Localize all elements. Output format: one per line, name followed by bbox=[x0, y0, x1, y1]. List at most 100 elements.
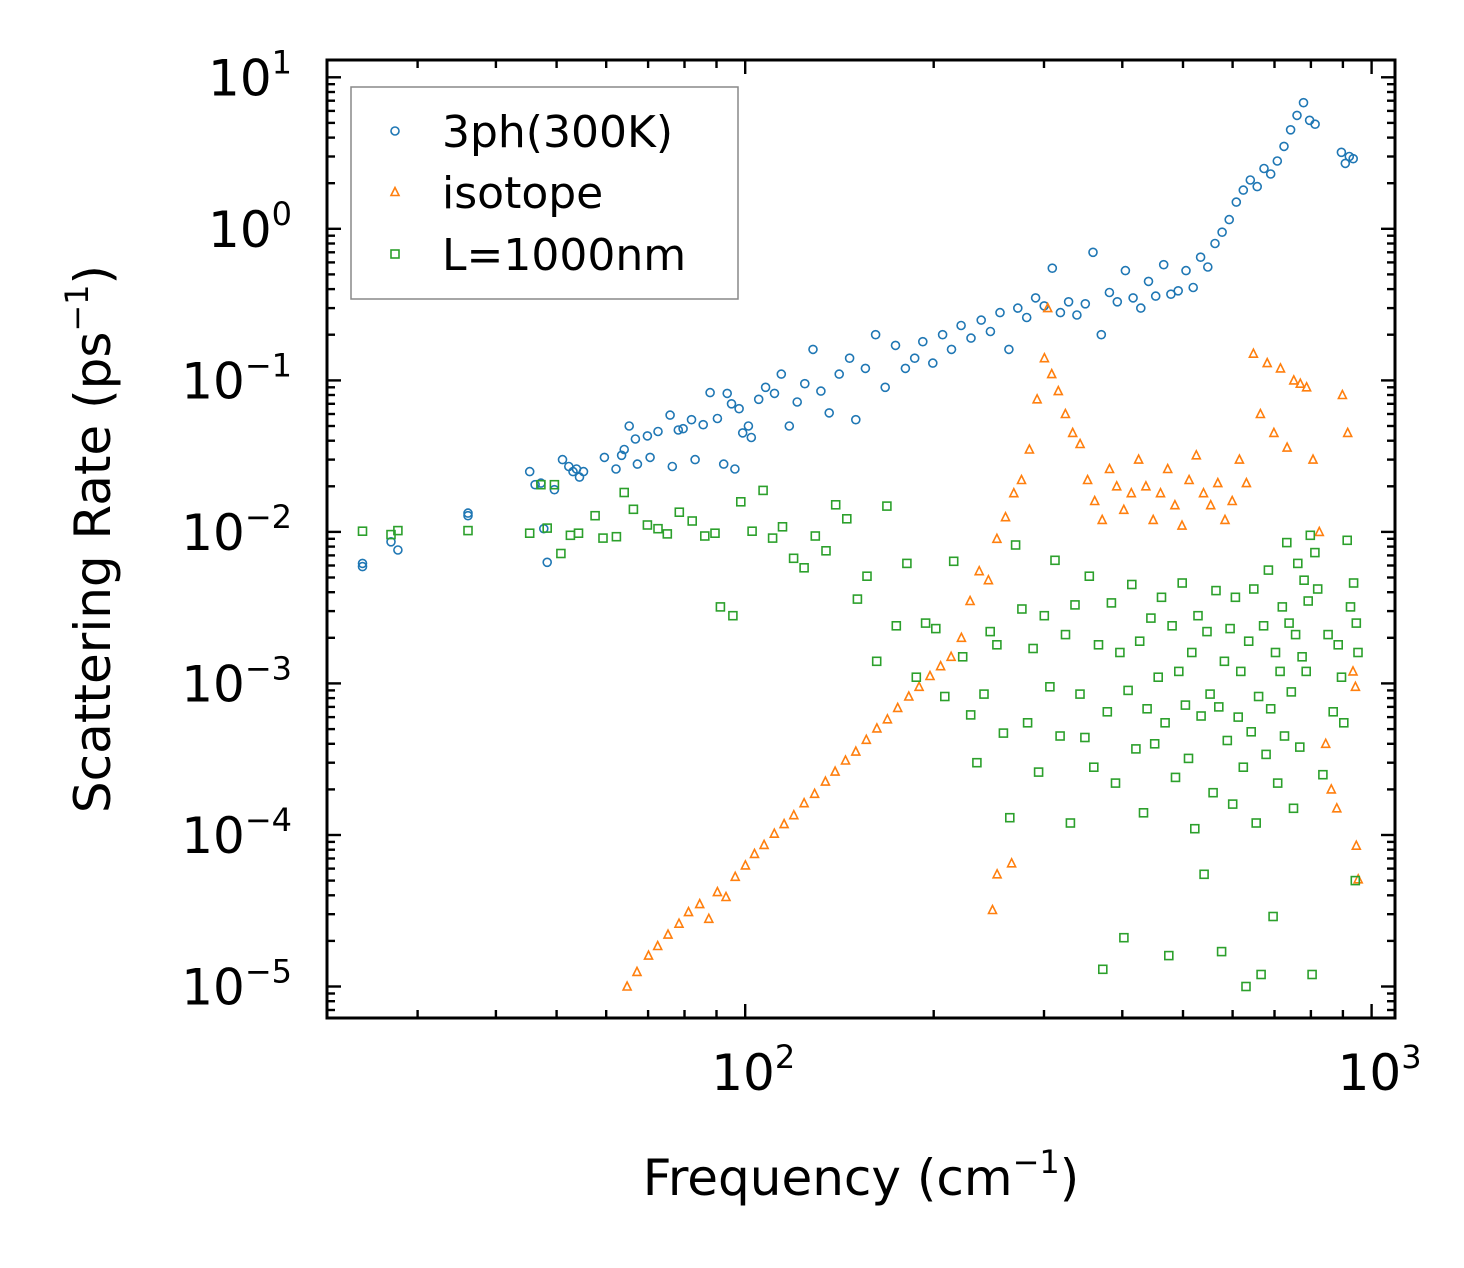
point-boundary-101 bbox=[1202, 626, 1212, 637]
point-boundary-149 bbox=[1328, 706, 1338, 717]
point-isotope-14 bbox=[758, 838, 770, 850]
point-boundary-35 bbox=[841, 513, 852, 524]
point-boundary-33 bbox=[821, 545, 831, 556]
point-isotope-46 bbox=[1053, 384, 1064, 396]
point-boundary-50 bbox=[979, 689, 989, 699]
point-boundary-131 bbox=[1279, 731, 1290, 741]
point-isotope-74 bbox=[1255, 407, 1266, 419]
point-boundary-158 bbox=[1353, 647, 1363, 658]
point-3ph-57 bbox=[850, 414, 861, 425]
point-3ph-18 bbox=[599, 452, 610, 463]
point-3ph-46 bbox=[760, 382, 771, 393]
y-tick-label-1: 100 bbox=[208, 195, 292, 259]
point-3ph-36 bbox=[712, 413, 723, 424]
point-boundary-30 bbox=[788, 553, 799, 564]
point-isotope-22 bbox=[840, 754, 851, 765]
point-boundary-67 bbox=[1075, 689, 1085, 699]
point-3ph-114 bbox=[1310, 119, 1320, 129]
legend-label-boundary: L=1000nm bbox=[442, 230, 686, 281]
point-boundary-105 bbox=[1214, 702, 1224, 712]
point-isotope-30 bbox=[924, 669, 936, 681]
point-boundary-99 bbox=[1196, 711, 1206, 721]
point-isotope-64 bbox=[1183, 473, 1195, 485]
y-axis-label-tail: ) bbox=[64, 265, 122, 285]
point-3ph-21 bbox=[619, 444, 630, 455]
point-isotope-73 bbox=[1248, 347, 1259, 359]
point-3ph-48 bbox=[776, 369, 787, 379]
point-boundary-144 bbox=[1307, 969, 1317, 980]
point-3ph-111 bbox=[1292, 110, 1302, 121]
y-tick-label-10-exponent: 1 bbox=[272, 43, 292, 81]
point-3ph-79 bbox=[1055, 307, 1066, 318]
point-isotope-88 bbox=[1342, 426, 1353, 438]
point-isotope-23 bbox=[850, 745, 862, 756]
y-tick-label-0.1-base: 10 bbox=[181, 352, 245, 410]
point-boundary-142 bbox=[1303, 596, 1313, 606]
point-boundary-140 bbox=[1299, 575, 1309, 586]
point-boundary-57 bbox=[1022, 717, 1033, 728]
point-isotope-55 bbox=[1118, 503, 1130, 515]
point-boundary-95 bbox=[1183, 753, 1194, 764]
x-axis-label-exponent: −1 bbox=[1013, 1143, 1060, 1181]
x-tick-label-100-base: 10 bbox=[711, 1044, 775, 1102]
point-isotope-11 bbox=[729, 870, 741, 882]
point-isotope-7 bbox=[694, 897, 705, 909]
point-isotope-8 bbox=[703, 912, 715, 924]
point-boundary-28 bbox=[767, 533, 778, 543]
point-isotope-5 bbox=[673, 917, 685, 929]
point-boundary-70 bbox=[1089, 762, 1099, 773]
point-3ph-86 bbox=[1112, 296, 1123, 307]
y-tick-label-0.0001-base: 10 bbox=[181, 807, 245, 865]
point-3ph-71 bbox=[985, 326, 996, 337]
y-tick-label-0.1: 10−1 bbox=[181, 346, 292, 410]
point-3ph-108 bbox=[1272, 156, 1283, 166]
point-3ph-23 bbox=[630, 434, 641, 444]
point-3ph-37 bbox=[718, 459, 729, 469]
point-boundary-90 bbox=[1167, 620, 1177, 631]
point-3ph-33 bbox=[690, 454, 700, 465]
point-boundary-82 bbox=[1138, 807, 1149, 818]
point-3ph-97 bbox=[1195, 252, 1206, 263]
point-3ph-84 bbox=[1096, 329, 1107, 340]
y-tick-label-0.0001-exponent: −4 bbox=[245, 801, 292, 839]
y-tick-label-0.01: 10−2 bbox=[181, 498, 292, 562]
point-boundary-143 bbox=[1305, 530, 1316, 541]
point-isotope-38 bbox=[1000, 510, 1011, 522]
point-boundary-91 bbox=[1170, 772, 1181, 783]
point-3ph-64 bbox=[917, 336, 928, 347]
point-boundary-25 bbox=[735, 496, 746, 507]
point-3ph-83 bbox=[1088, 247, 1098, 258]
point-isotope-13 bbox=[749, 847, 760, 859]
point-3ph-94 bbox=[1173, 285, 1183, 296]
point-boundary-133 bbox=[1284, 618, 1294, 628]
point-boundary-118 bbox=[1249, 584, 1259, 594]
point-3ph-45 bbox=[753, 394, 764, 405]
point-isotope-95 bbox=[1006, 857, 1017, 868]
point-boundary-121 bbox=[1256, 969, 1266, 980]
point-isotope-66 bbox=[1198, 486, 1209, 498]
point-boundary-37 bbox=[862, 571, 872, 582]
point-3ph-101 bbox=[1224, 214, 1234, 225]
point-isotope-83 bbox=[1314, 525, 1325, 537]
point-boundary-154 bbox=[1345, 602, 1356, 612]
point-3ph-58 bbox=[860, 363, 871, 374]
point-isotope-82 bbox=[1307, 453, 1319, 464]
point-boundary-65 bbox=[1065, 818, 1076, 828]
point-3ph-63 bbox=[909, 353, 920, 364]
legend: 3ph(300K) isotope L=1000nm bbox=[350, 86, 739, 300]
point-3ph-76 bbox=[1030, 293, 1041, 303]
point-isotope-68 bbox=[1212, 476, 1224, 488]
point-isotope-62 bbox=[1169, 498, 1181, 510]
point-boundary-31 bbox=[799, 562, 809, 573]
point-3ph-118 bbox=[1348, 153, 1358, 164]
point-3ph-110 bbox=[1285, 125, 1296, 135]
legend-marker-3ph bbox=[390, 126, 400, 136]
point-boundary-24 bbox=[728, 610, 738, 621]
point-boundary-127 bbox=[1270, 647, 1281, 658]
point-boundary-87 bbox=[1156, 592, 1167, 603]
point-3ph-100 bbox=[1217, 227, 1227, 237]
point-boundary-54 bbox=[1004, 812, 1015, 823]
point-3ph-68 bbox=[956, 320, 966, 331]
point-3ph-12 bbox=[557, 454, 568, 465]
